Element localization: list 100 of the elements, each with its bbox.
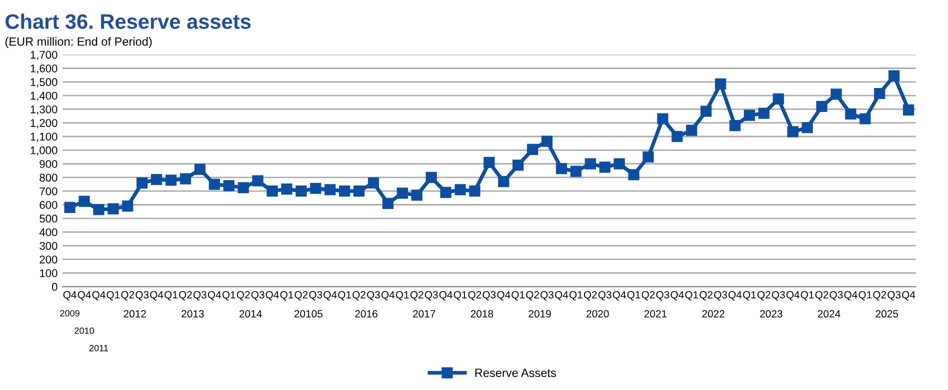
y-tick-label: 800 — [40, 174, 58, 182]
x-tick-label: Q4 — [208, 291, 222, 300]
text: 2013 — [182, 310, 204, 318]
point — [266, 186, 278, 197]
legend-label: Reserve Assets — [475, 368, 556, 378]
x-tick-label: Q1 — [743, 291, 756, 300]
point — [411, 190, 422, 201]
point — [223, 180, 234, 192]
y-tick-label: 200 — [40, 256, 58, 264]
x-tick-label: Q4 — [497, 291, 510, 300]
x-tick-label: Q4 — [786, 291, 800, 300]
x-tick-label: Q1 — [858, 291, 872, 300]
point — [714, 78, 726, 90]
point — [108, 203, 119, 214]
x-tick-label: Q2 — [584, 291, 597, 300]
x-tick-label: Q4 — [63, 291, 76, 300]
x-tick-label: Q3 — [482, 291, 496, 300]
x-tick-label: Q2 — [179, 291, 192, 300]
x-tick-label: Q1 — [800, 291, 814, 300]
y-tick-label: 700 — [40, 187, 58, 196]
x-tick-label: Q2 — [873, 291, 886, 300]
y-tick-label: 1,400 — [30, 92, 58, 101]
point — [860, 113, 871, 124]
point — [382, 198, 394, 209]
point — [469, 186, 480, 197]
text: 2025 — [876, 310, 898, 318]
x-tick-label: Q2 — [468, 291, 482, 300]
point — [136, 177, 148, 188]
text: 2009 — [60, 310, 80, 316]
text: 2016 — [355, 310, 378, 318]
y-tick-label: 1,700 — [30, 50, 58, 60]
x-tick-label: Q4 — [92, 291, 106, 300]
point — [845, 108, 856, 120]
x-tick-label: Q1 — [569, 291, 582, 300]
y-tick-label: 1,300 — [30, 105, 58, 115]
x-tick-label: Q3 — [367, 291, 380, 300]
point — [628, 169, 640, 180]
point — [339, 186, 350, 197]
text: 2023 — [760, 310, 782, 318]
point — [368, 177, 380, 188]
x-tick-label: Q2 — [410, 291, 424, 300]
point — [64, 202, 76, 214]
point — [353, 186, 365, 197]
x-tick-label: Q3 — [598, 291, 612, 300]
point — [642, 151, 654, 163]
x-tick-label: Q2 — [700, 291, 713, 300]
x-tick-label: Q4 — [670, 291, 684, 300]
x-tick-label: Q3 — [540, 291, 554, 300]
point — [93, 204, 104, 216]
x-tick-label: Q2 — [757, 291, 770, 300]
point — [252, 175, 264, 186]
point — [454, 184, 466, 196]
point — [700, 106, 712, 117]
point — [194, 164, 206, 175]
point — [758, 108, 770, 119]
x-tick-label: Q4 — [555, 291, 568, 300]
x-tick-label: Q3 — [251, 291, 264, 300]
y-tick-label: 1,200 — [30, 119, 58, 128]
point — [310, 182, 322, 194]
y-tick-label: 0 — [52, 282, 58, 291]
point — [556, 163, 568, 174]
point — [657, 113, 668, 124]
x-tick-label: Q2 — [815, 291, 828, 300]
x-tick-label: Q2 — [642, 291, 655, 300]
y-tick-label: 1,100 — [30, 132, 58, 142]
point — [614, 158, 625, 170]
point — [570, 166, 582, 177]
point — [744, 110, 756, 121]
x-tick-label: Q4 — [381, 291, 395, 300]
text: 20105 — [294, 310, 322, 318]
point — [426, 172, 437, 184]
x-tick-label: Q3 — [714, 291, 728, 300]
x-tick-label: Q1 — [685, 291, 698, 300]
x-tick-label: Q3 — [136, 291, 149, 300]
y-tick-label: 1,000 — [30, 146, 58, 156]
x-tick-label: Q2 — [294, 291, 308, 300]
x-tick-label: Q1 — [627, 291, 640, 300]
x-tick-label: Q3 — [772, 291, 785, 300]
point — [440, 186, 452, 198]
x-tick-label: Q2 — [236, 291, 250, 300]
point — [238, 182, 249, 194]
text: 2019 — [528, 310, 551, 318]
point — [874, 88, 886, 100]
x-tick-label: Q3 — [830, 291, 843, 300]
point — [281, 183, 292, 195]
x-tick-label: Q3 — [888, 291, 901, 300]
point — [165, 174, 177, 186]
x-tick-label: Q1 — [338, 291, 351, 300]
point — [541, 136, 553, 147]
x-tick-label: Q4 — [266, 291, 279, 300]
text: 2018 — [470, 310, 494, 318]
x-tick-label: Q3 — [309, 291, 322, 300]
point — [584, 158, 596, 170]
text: 2014 — [240, 310, 262, 318]
x-tick-label: Q4 — [439, 291, 452, 300]
x-tick-label: Q1 — [512, 291, 525, 300]
text: 2011 — [89, 344, 108, 352]
text: 2010 — [74, 327, 94, 334]
point — [324, 184, 336, 196]
text: 2021 — [644, 310, 667, 318]
